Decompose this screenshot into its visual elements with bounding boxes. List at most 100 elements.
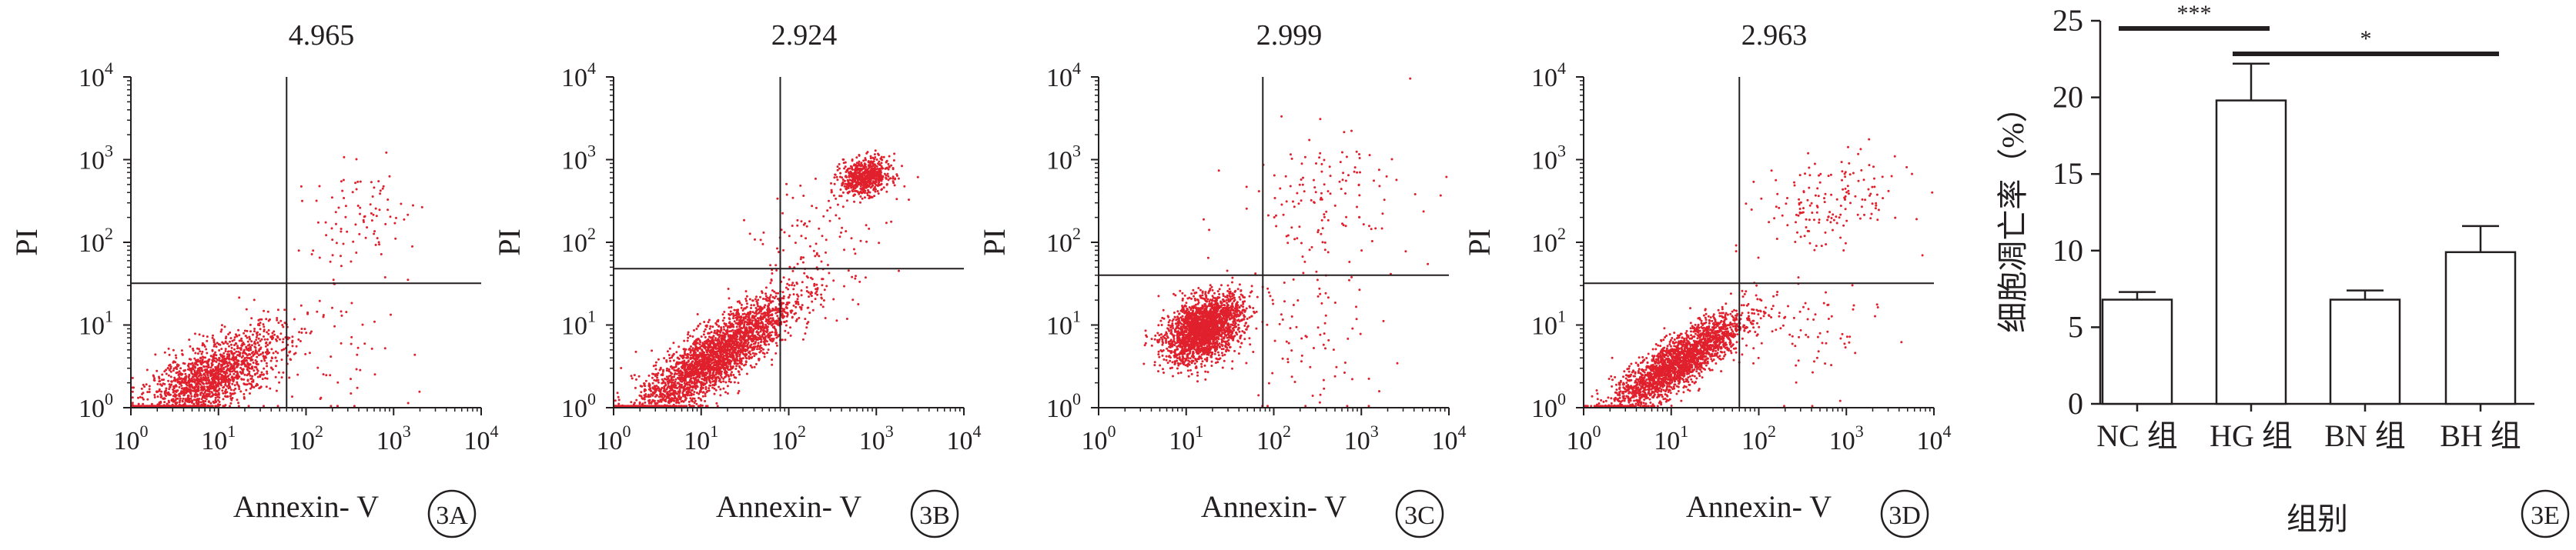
scatter-point <box>798 316 801 319</box>
scatter-point <box>668 398 671 401</box>
scatter-point <box>659 398 662 402</box>
scatter-point <box>875 188 877 191</box>
scatter-point <box>189 392 192 395</box>
scatter-point <box>771 331 774 334</box>
scatter-point <box>733 335 736 338</box>
scatter-point <box>202 365 206 368</box>
scatter-point <box>648 402 651 405</box>
scatter-point <box>667 375 671 378</box>
scatter-point <box>146 391 149 394</box>
scatter-point <box>196 385 199 388</box>
scatter-point <box>723 371 726 374</box>
scatter-point <box>734 346 738 349</box>
scatter-point <box>745 372 748 375</box>
scatter-point <box>730 365 733 368</box>
scatter-point <box>777 317 780 320</box>
scatter-point <box>219 343 222 346</box>
y-tick-exponent: 3 <box>105 142 113 161</box>
scatter-point <box>740 303 743 306</box>
scatter-point <box>692 367 695 370</box>
scatter-point <box>183 402 186 405</box>
scatter-point <box>202 373 206 376</box>
scatter-point <box>226 391 229 394</box>
scatter-point <box>764 286 768 289</box>
scatter-point <box>701 372 704 375</box>
scatter-point <box>661 378 664 381</box>
scatter-point <box>741 352 744 355</box>
scatter-point <box>807 321 810 324</box>
scatter-point <box>245 308 248 311</box>
scatter-point <box>702 382 705 385</box>
scatter-point <box>738 371 741 373</box>
scatter-point <box>203 400 206 403</box>
scatter-point <box>218 362 221 365</box>
scatter-point <box>342 178 345 182</box>
scatter-point <box>887 175 890 178</box>
scatter-point <box>337 206 340 209</box>
scatter-point <box>230 343 233 346</box>
scatter-point <box>322 315 325 318</box>
scatter-point <box>740 360 742 363</box>
scatter-point <box>656 376 659 379</box>
scatter-point <box>174 354 177 357</box>
scatter-point <box>255 335 258 338</box>
scatter-point <box>152 374 155 377</box>
scatter-point <box>222 362 225 365</box>
scatter-point <box>228 353 231 356</box>
scatter-point <box>167 374 170 377</box>
scatter-point <box>250 365 253 368</box>
scatter-point <box>801 338 805 341</box>
scatter-point <box>700 355 703 358</box>
scatter-point <box>214 401 217 404</box>
scatter-point <box>158 405 161 408</box>
scatter-point <box>214 351 217 354</box>
scatter-point <box>403 218 406 221</box>
scatter-point <box>228 345 230 348</box>
scatter-point <box>197 401 200 404</box>
scatter-point <box>691 374 694 377</box>
scatter-point <box>644 379 647 382</box>
scatter-point <box>757 305 760 308</box>
scatter-point <box>176 405 179 408</box>
scatter-point <box>177 374 180 376</box>
scatter-point <box>216 358 219 362</box>
scatter-point <box>257 322 260 325</box>
scatter-point <box>246 336 249 339</box>
scatter-point <box>240 337 243 340</box>
scatter-point <box>657 381 660 384</box>
scatter-point <box>692 405 695 408</box>
scatter-point <box>753 355 756 358</box>
x-tick-exponent: 0 <box>140 422 149 441</box>
scatter-point <box>150 402 153 405</box>
scatter-point <box>744 327 747 330</box>
scatter-point <box>224 348 227 351</box>
scatter-point <box>776 315 779 318</box>
scatter-point <box>243 373 246 376</box>
scatter-point <box>635 398 638 402</box>
scatter-point <box>148 391 151 393</box>
scatter-point <box>245 346 248 349</box>
scatter-point <box>671 366 674 369</box>
scatter-point <box>221 341 224 344</box>
scatter-point <box>260 359 263 362</box>
scatter-point <box>218 387 221 390</box>
scatter-point <box>249 348 253 352</box>
scatter-point <box>189 345 192 348</box>
scatter-point <box>167 347 170 350</box>
scatter-point <box>275 389 278 392</box>
scatter-point <box>738 325 741 328</box>
scatter-point <box>216 405 219 408</box>
scatter-point <box>686 374 689 376</box>
scatter-point <box>693 328 695 332</box>
scatter-point <box>131 405 134 408</box>
scatter-point <box>192 398 196 402</box>
scatter-point <box>206 365 209 368</box>
scatter-point <box>394 237 397 240</box>
scatter-point <box>306 312 309 315</box>
scatter-point <box>280 348 283 352</box>
scatter-point <box>732 317 734 320</box>
scatter-point <box>901 165 903 168</box>
scatter-point <box>730 324 733 327</box>
scatter-point <box>375 215 378 218</box>
scatter-point <box>246 362 249 365</box>
